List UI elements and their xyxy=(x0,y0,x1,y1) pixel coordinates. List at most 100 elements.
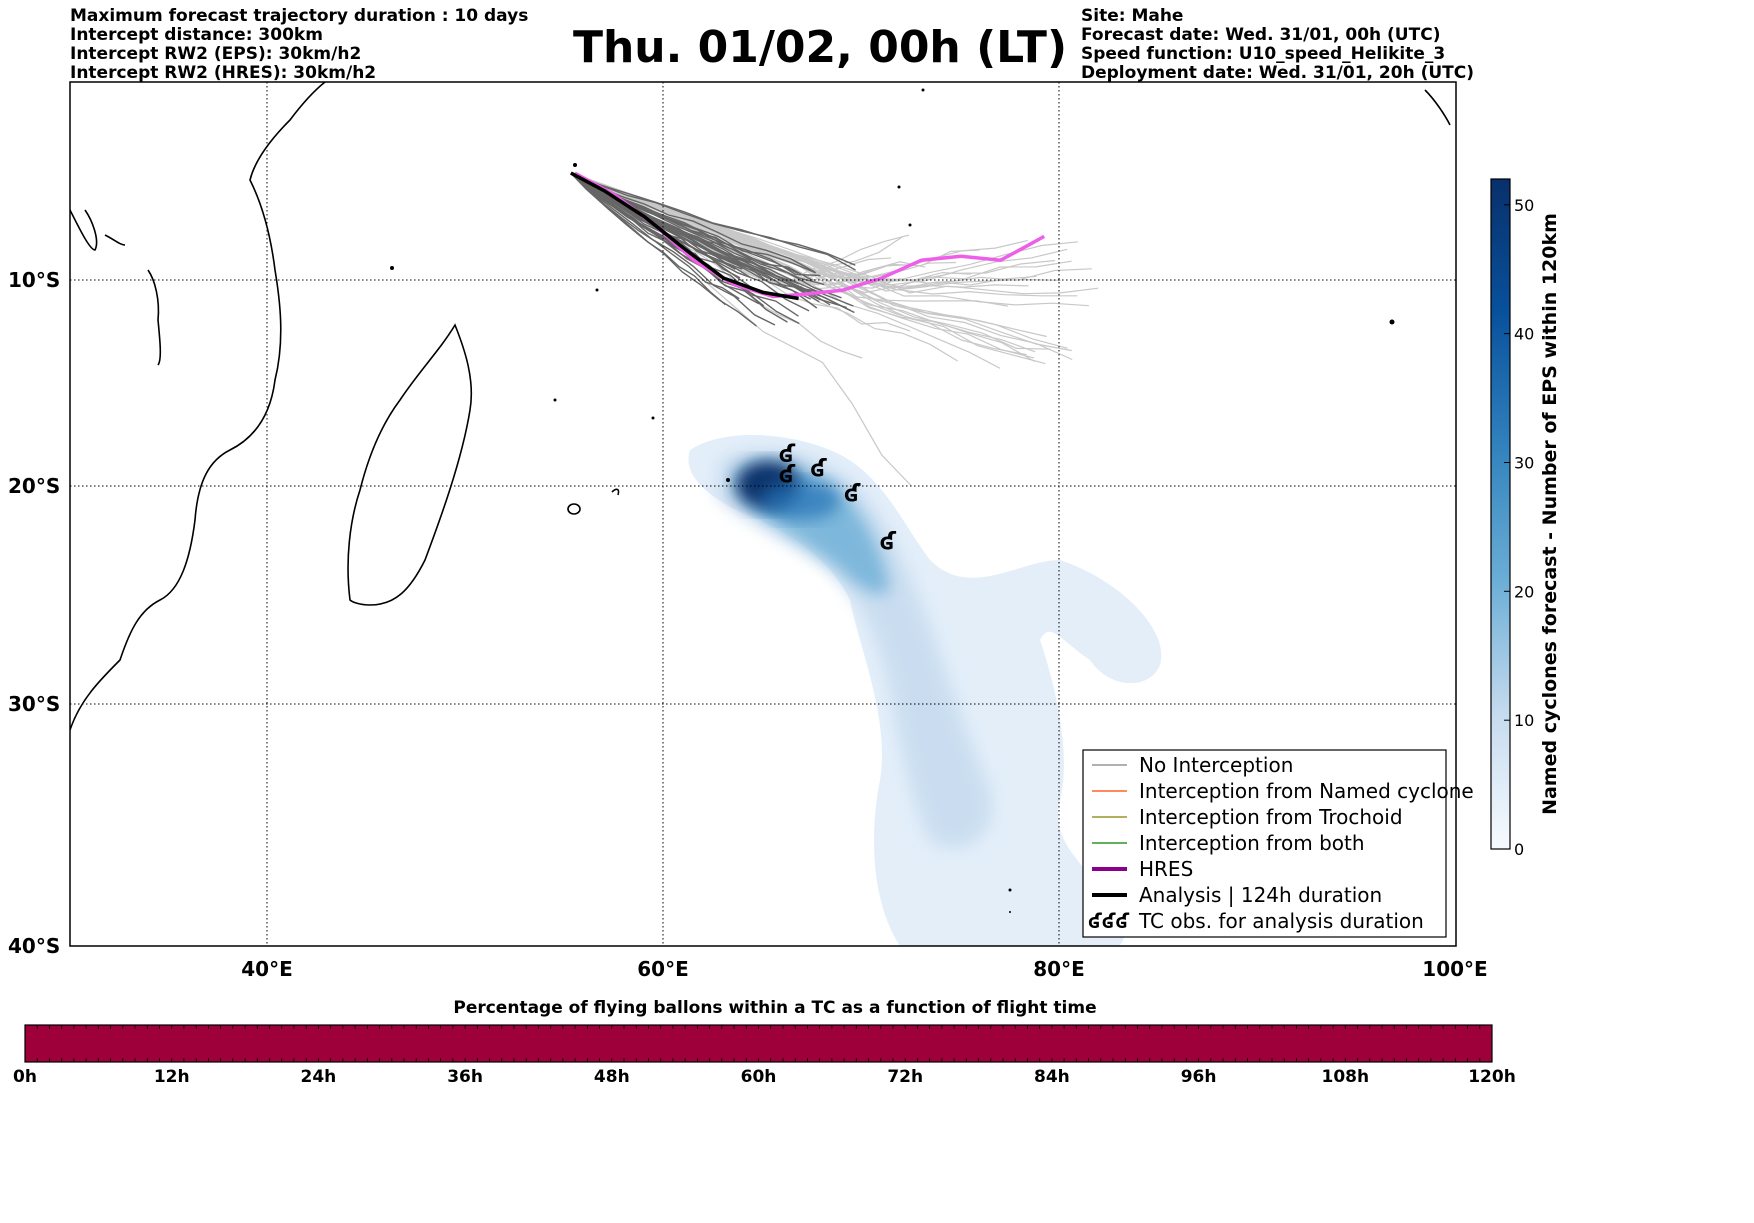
map-border xyxy=(69,81,1457,947)
colorbar-right-tick-label: 40 xyxy=(1514,325,1534,344)
header-right-line: Site: Mahe xyxy=(1081,6,1184,26)
bottom-bar-tick-label: 48h xyxy=(594,1067,630,1087)
island-dot xyxy=(390,266,394,270)
density-core-halo xyxy=(760,480,840,520)
eps-trajectory xyxy=(570,172,1056,283)
eps-trajectory xyxy=(570,172,856,266)
colorbar-right-tick-label: 0 xyxy=(1514,840,1524,859)
tc-observation-marker: ʛ xyxy=(879,528,896,556)
colorbar-right-tick-label: 20 xyxy=(1514,582,1534,601)
bottom-bar-tick-label: 12h xyxy=(154,1067,190,1087)
lat-label-40s: 40°S xyxy=(8,934,60,958)
bottom-bar-tick-label: 36h xyxy=(447,1067,483,1087)
island-dot xyxy=(921,88,925,92)
eps-trajectory xyxy=(570,172,736,266)
island-dot xyxy=(726,478,730,482)
lat-label-30s: 30°S xyxy=(8,692,60,716)
analysis-track xyxy=(570,171,799,301)
header-right-line: Forecast date: Wed. 31/01, 00h (UTC) xyxy=(1081,25,1441,45)
tc-observation-marker: ʛ xyxy=(779,461,796,489)
eps-trajectory xyxy=(570,172,776,326)
legend-label-analysis: Analysis | 124h duration xyxy=(1139,883,1382,907)
island-dot xyxy=(1389,319,1395,325)
island-dot xyxy=(595,288,599,292)
eps-trajectory xyxy=(570,172,726,306)
graticule xyxy=(70,82,1456,946)
header-left-line: Maximum forecast trajectory duration : 1… xyxy=(70,6,529,26)
header-right-line: Speed function: U10_speed_Helikite_3 xyxy=(1081,44,1446,64)
header-left-line: Intercept distance: 300km xyxy=(70,25,323,45)
eps-trajectory xyxy=(570,172,1001,369)
colorbar-right: 0 10 20 30 40 50 Named cyclones forecast - Nu… xyxy=(1490,178,1561,859)
lat-label-10s: 10°S xyxy=(8,268,60,292)
legend-label-tc-obs: TC obs. for analysis duration xyxy=(1138,909,1424,933)
madagascar-coast xyxy=(347,323,473,606)
header-left-line: Intercept RW2 (EPS): 30km/h2 xyxy=(70,44,362,64)
lat-label-20s: 20°S xyxy=(8,474,60,498)
eps-trajectory xyxy=(570,172,1092,289)
mauritius-island xyxy=(611,488,620,496)
island-dot xyxy=(651,416,655,420)
header-right-line: Deployment date: Wed. 31/01, 20h (UTC) xyxy=(1081,63,1475,83)
bottom-bar xyxy=(24,1024,1493,1063)
tc-observation-marker: ʛ xyxy=(810,455,827,483)
legend-label-no-interception: No Interception xyxy=(1139,753,1293,777)
bottom-bar-title: Percentage of flying ballons within a TC… xyxy=(453,998,1096,1018)
legend: No Interception Interception from Named … xyxy=(1082,749,1474,938)
colorbar-right-tick-label: 30 xyxy=(1514,454,1534,473)
header-right: Site: Mahe Forecast date: Wed. 31/01, 00… xyxy=(1081,7,1474,83)
bottom-bar-tick-label: 24h xyxy=(301,1067,337,1087)
colorbar-right-label: Named cyclones forecast - Number of EPS … xyxy=(1539,213,1561,815)
tc-observation-marker: ʛ xyxy=(844,480,861,508)
lon-label-100e: 100°E xyxy=(1422,957,1487,981)
island-dot xyxy=(573,163,577,167)
bottom-bar-tick-label: 0h xyxy=(13,1067,37,1087)
tc-observations: ʛʛ ʛʛʛ xyxy=(779,440,897,556)
density-mid xyxy=(715,449,992,848)
coastlines xyxy=(70,82,1451,731)
eps-trajectory xyxy=(570,172,1029,294)
eps-density-field xyxy=(688,435,1162,946)
bottom-bar-tick-label: 120h xyxy=(1468,1067,1516,1087)
colorbar-right-bar xyxy=(1490,178,1511,850)
tc-symbol-icon: ʛʛʛ xyxy=(1088,909,1129,933)
reunion-island xyxy=(567,503,581,515)
sumatra-coast xyxy=(1424,89,1451,126)
island-dot xyxy=(908,223,912,227)
bottom-bar-tick-label: 84h xyxy=(1034,1067,1070,1087)
legend-box xyxy=(1082,749,1447,938)
island-dot xyxy=(553,398,557,402)
legend-label-named-cyclone: Interception from Named cyclone xyxy=(1139,779,1474,803)
bottom-bar-tick-label: 60h xyxy=(741,1067,777,1087)
lon-label-80e: 80°E xyxy=(1033,957,1085,981)
bottom-bar-tick-label: 96h xyxy=(1181,1067,1217,1087)
lon-label-60e: 60°E xyxy=(637,957,689,981)
small-islands xyxy=(390,88,1395,913)
bottom-bar-tick-label: 72h xyxy=(887,1067,923,1087)
legend-label-both: Interception from both xyxy=(1139,831,1365,855)
header-left: Maximum forecast trajectory duration : 1… xyxy=(70,7,528,83)
bottom-bar-minor-ticks xyxy=(24,1025,1493,1062)
header-left-line: Intercept RW2 (HRES): 30km/h2 xyxy=(70,63,377,83)
colorbar-bottom: Percentage of flying ballons within a TC… xyxy=(13,998,1516,1087)
island-dot xyxy=(1008,888,1012,892)
colorbar-right-tick-label: 10 xyxy=(1514,711,1534,730)
legend-label-hres: HRES xyxy=(1139,857,1193,881)
bottom-bar-tick-label: 108h xyxy=(1322,1067,1370,1087)
map-content: ʛʛ ʛʛʛ xyxy=(70,82,1456,946)
colorbar-right-tick-label: 50 xyxy=(1514,196,1534,215)
island-dot xyxy=(897,185,901,189)
bottom-bar-ticks: 0h 12h 24h 36h 48h 60h 72h 84h 96h 108h 120h xyxy=(13,1067,1516,1087)
lake-tanganyika xyxy=(70,209,98,251)
map-title: Thu. 01/02, 00h (LT) xyxy=(572,22,1068,73)
colorbar-right-ticks: 0 10 20 30 40 50 xyxy=(1504,196,1534,859)
africa-coast xyxy=(70,82,326,731)
lake-malawi xyxy=(147,269,162,366)
tc-observation-marker: ʛ xyxy=(779,440,796,468)
eps-trajectory xyxy=(570,172,760,305)
legend-label-trochoid: Interception from Trochoid xyxy=(1139,805,1403,829)
lon-label-40e: 40°E xyxy=(241,957,293,981)
lake-edge xyxy=(104,234,126,246)
island-dot xyxy=(1009,911,1011,913)
